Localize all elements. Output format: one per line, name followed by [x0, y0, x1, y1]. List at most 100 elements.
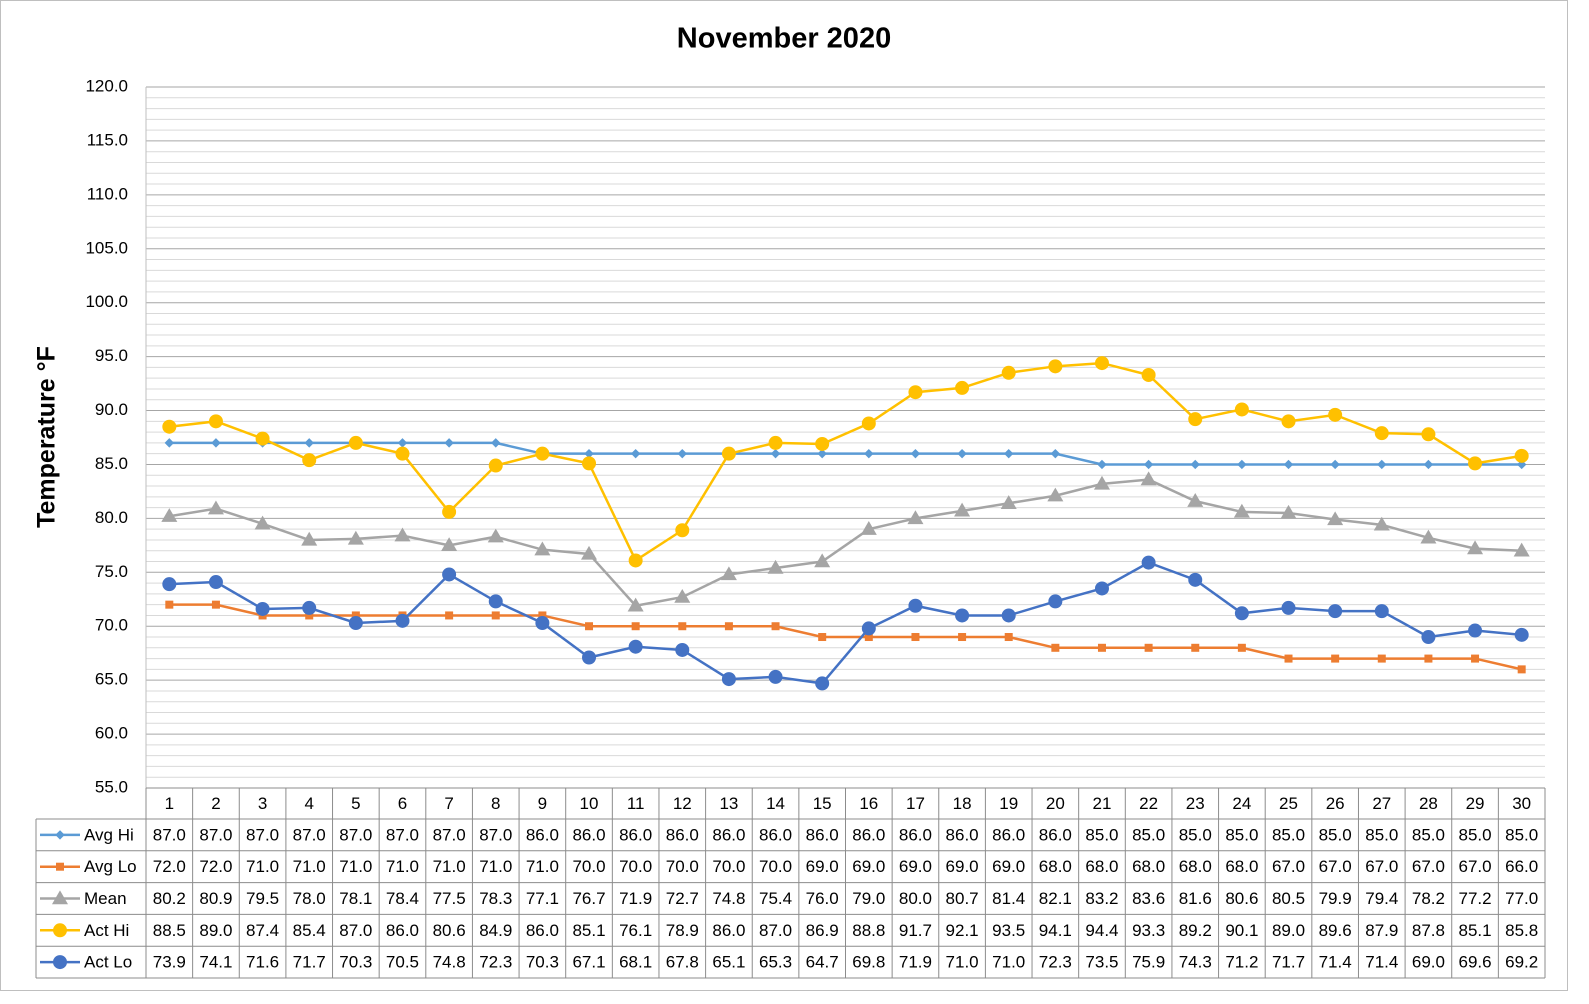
table-value: 65.1: [712, 953, 745, 972]
y-axis-title: Temperature °F: [33, 346, 61, 528]
table-value: 72.3: [479, 953, 512, 972]
marker: [910, 448, 921, 459]
marker: [815, 676, 830, 691]
marker: [908, 385, 923, 400]
marker: [53, 955, 67, 970]
table-value: 74.8: [712, 889, 745, 908]
table-value: 86.0: [806, 825, 839, 844]
marker: [1051, 643, 1060, 652]
marker: [955, 608, 970, 623]
x-tick-label: 25: [1279, 794, 1298, 813]
table-value: 86.9: [806, 921, 839, 940]
marker: [1330, 459, 1340, 470]
x-tick-label: 19: [999, 794, 1018, 813]
marker: [580, 545, 598, 560]
x-tick-label: 12: [673, 794, 692, 813]
marker: [1141, 555, 1156, 570]
table-value: 86.0: [572, 825, 605, 844]
table-value: 69.0: [946, 857, 979, 876]
table-value: 86.0: [946, 825, 979, 844]
table-value: 86.0: [386, 921, 419, 940]
marker: [1328, 604, 1343, 619]
marker: [675, 642, 690, 657]
marker: [395, 446, 410, 461]
marker: [1327, 511, 1344, 526]
marker: [1281, 600, 1296, 615]
marker: [818, 633, 827, 642]
table-value: 71.2: [1225, 953, 1258, 972]
y-tick-label: 115.0: [87, 130, 128, 149]
marker: [161, 508, 178, 522]
marker: [1377, 654, 1386, 663]
table-value: 85.0: [1319, 825, 1352, 844]
legend-label: Act Hi: [84, 921, 129, 940]
table-value: 68.0: [1225, 857, 1258, 876]
table-value: 73.5: [1085, 953, 1118, 972]
marker: [208, 414, 223, 429]
marker: [1187, 492, 1204, 507]
table-value: 86.0: [899, 825, 932, 844]
marker: [1233, 503, 1250, 518]
table-value: 87.0: [199, 825, 232, 844]
x-tick-label: 26: [1326, 794, 1345, 813]
table-value: 86.0: [1039, 825, 1072, 844]
legend-label: Act Lo: [84, 953, 132, 972]
marker: [1048, 594, 1063, 609]
marker: [442, 567, 457, 582]
y-tick-label: 75.0: [95, 562, 128, 581]
marker: [864, 448, 874, 459]
table-value: 68.0: [1179, 857, 1212, 876]
table-value: 89.2: [1179, 921, 1212, 940]
table-value: 71.4: [1319, 953, 1352, 972]
marker: [768, 435, 783, 450]
marker: [441, 537, 458, 552]
marker: [585, 622, 594, 631]
table-value: 74.3: [1179, 953, 1212, 972]
table-value: 85.0: [1085, 825, 1118, 844]
marker: [860, 521, 877, 535]
marker: [770, 448, 781, 459]
table-value: 77.0: [1505, 889, 1538, 908]
table-value: 78.1: [339, 889, 372, 908]
table-value: 83.6: [1132, 889, 1165, 908]
x-tick-label: 4: [304, 794, 313, 813]
table-value: 87.0: [433, 825, 466, 844]
marker: [1143, 459, 1154, 470]
table-value: 85.0: [1459, 825, 1492, 844]
legend-label: Avg Hi: [84, 825, 134, 844]
table-value: 78.0: [293, 889, 326, 908]
table-value: 69.0: [899, 857, 932, 876]
x-tick-label: 22: [1139, 794, 1158, 813]
marker: [304, 438, 314, 448]
marker: [768, 669, 783, 684]
marker: [211, 438, 221, 448]
marker: [395, 613, 410, 628]
table-value: 70.3: [339, 953, 372, 972]
marker: [1423, 459, 1434, 470]
marker: [958, 633, 967, 642]
marker: [348, 435, 363, 450]
table-value: 91.7: [899, 921, 932, 940]
marker: [1281, 414, 1296, 429]
table-value: 87.0: [339, 921, 372, 940]
marker: [164, 438, 175, 448]
table-value: 68.0: [1039, 857, 1072, 876]
table-value: 73.9: [153, 953, 186, 972]
marker: [162, 577, 177, 592]
table-value: 78.4: [386, 889, 419, 908]
table-value: 70.0: [572, 857, 605, 876]
table-value: 87.0: [386, 825, 419, 844]
table-value: 88.8: [852, 921, 885, 940]
marker: [907, 510, 924, 525]
table-value: 94.1: [1039, 921, 1072, 940]
y-tick-label: 95.0: [95, 346, 128, 365]
marker: [1237, 459, 1247, 470]
table-value: 74.1: [199, 953, 232, 972]
marker: [1331, 654, 1340, 663]
table-value: 70.3: [526, 953, 559, 972]
x-tick-label: 23: [1186, 794, 1205, 813]
marker: [1144, 643, 1153, 652]
table-value: 87.9: [1365, 921, 1398, 940]
marker: [208, 575, 223, 590]
